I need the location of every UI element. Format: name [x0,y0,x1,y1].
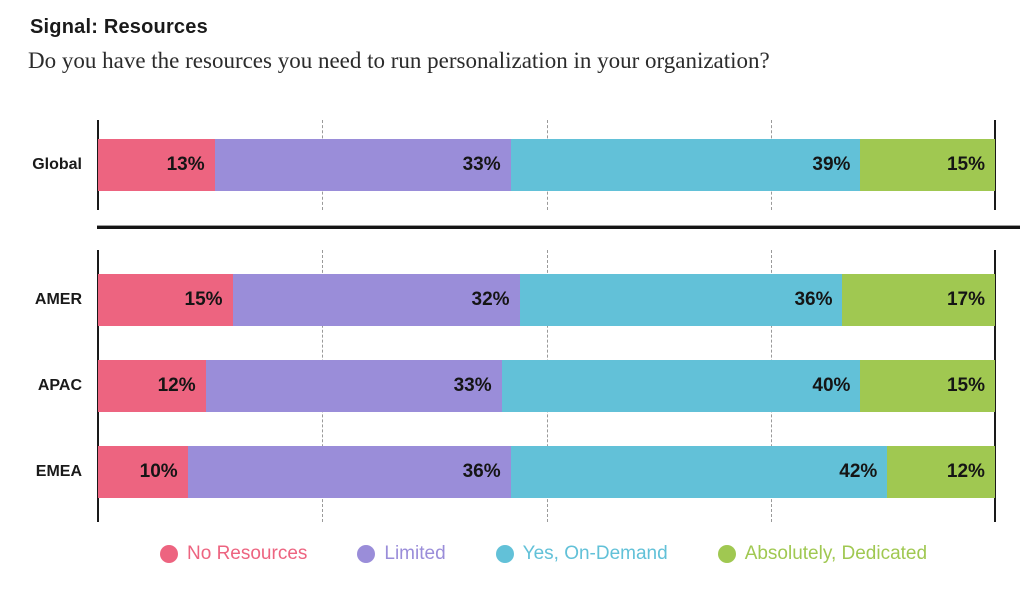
emea-segment-limited: 36% [187,446,511,498]
apac-segment-absolutely-dedicated: 15% [860,360,995,412]
bar-row-global: Global 13% 33% 39% 15% [0,139,995,191]
legend-item-absolutely-dedicated: Absolutely, Dedicated [717,543,928,565]
segment-value: 42% [839,461,878,482]
stacked-bar-amer: 15% 32% 36% 17% [98,274,995,326]
row-label-apac: APAC [37,377,82,394]
segment-value: 12% [946,461,985,482]
segment-value: 36% [462,461,501,482]
segment-value: 36% [794,289,833,310]
legend-item-limited: Limited [357,543,446,565]
global-segment-absolutely-dedicated: 15% [860,139,995,191]
global-segment-yes-on-demand: 39% [510,139,861,191]
segment-value: 15% [946,375,985,396]
global-segment-limited: 33% [214,139,511,191]
emea-segment-yes-on-demand: 42% [510,446,888,498]
emea-segment-no-resources: 10% [98,446,188,498]
section-separator-line [97,225,1020,229]
regions-rows: AMER 15% 32% 36% 17% APAC 12% 33% 40% 15% EMEA 10% 3… [0,250,995,522]
emea-segment-absolutely-dedicated: 12% [887,446,995,498]
apac-segment-limited: 33% [205,360,502,412]
stacked-bar-emea: 10% 36% 42% 12% [98,446,995,498]
row-label-global: Global [32,156,82,173]
row-label-emea: EMEA [35,463,82,480]
amer-segment-absolutely-dedicated: 17% [842,274,995,326]
page-title: Signal: Resources [30,16,208,38]
bar-row-amer: AMER 15% 32% 36% 17% [0,274,995,326]
legend-dot-limited [357,545,376,563]
row-label-amer: AMER [34,291,82,308]
legend-item-no-resources: No Resources [160,543,307,565]
legend-label-limited: Limited [384,543,446,564]
segment-value: 40% [812,375,851,396]
bar-row-apac: APAC 12% 33% 40% 15% [0,360,995,412]
apac-segment-yes-on-demand: 40% [501,360,861,412]
global-segment-no-resources: 13% [98,139,215,191]
amer-segment-limited: 32% [232,274,520,326]
segment-value: 33% [453,375,492,396]
amer-segment-yes-on-demand: 36% [519,274,843,326]
amer-segment-no-resources: 15% [98,274,233,326]
legend-dot-absolutely-dedicated [717,545,736,563]
legend-label-no-resources: No Resources [187,543,308,564]
segment-value: 17% [946,289,985,310]
global-chart-section: Global 13% 33% 39% 15% [0,120,1024,210]
bar-row-emea: EMEA 10% 36% 42% 12% [0,446,995,498]
apac-segment-no-resources: 12% [98,360,206,412]
segment-value: 13% [166,154,205,175]
stacked-bar-apac: 12% 33% 40% 15% [98,360,995,412]
chart-legend: No Resources Limited Yes, On-Demand Absolut… [160,543,927,565]
segment-value: 15% [184,289,223,310]
regions-chart-section: AMER 15% 32% 36% 17% APAC 12% 33% 40% 15% EMEA 10% 3… [0,250,1024,522]
legend-dot-no-resources [160,545,178,563]
axis-line-100pct [994,250,996,522]
legend-label-absolutely-dedicated: Absolutely, Dedicated [744,543,928,564]
segment-value: 12% [157,375,196,396]
axis-line-100pct [994,120,996,210]
stacked-bar-global: 13% 33% 39% 15% [98,139,995,191]
segment-value: 32% [471,289,510,310]
legend-dot-yes-on-demand [495,545,514,563]
segment-value: 39% [812,154,851,175]
segment-value: 15% [946,154,985,175]
global-rows: Global 13% 33% 39% 15% [0,120,995,210]
survey-question: Do you have the resources you need to ru… [28,48,770,73]
segment-value: 10% [139,461,178,482]
legend-item-yes-on-demand: Yes, On-Demand [495,543,668,565]
legend-label-yes-on-demand: Yes, On-Demand [522,543,668,564]
segment-value: 33% [462,154,501,175]
